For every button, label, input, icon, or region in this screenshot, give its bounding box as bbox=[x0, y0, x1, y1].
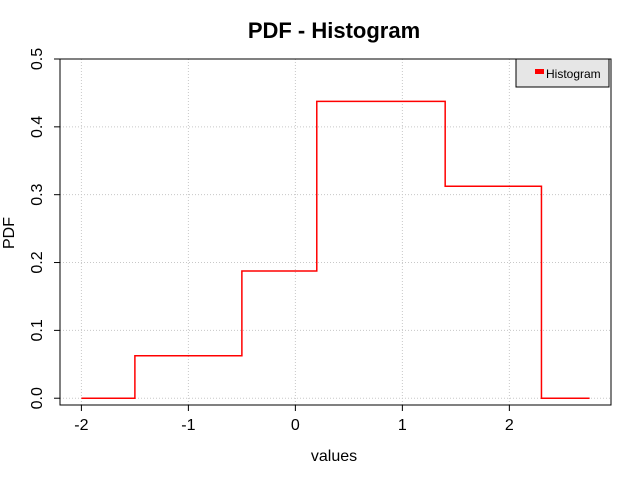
legend-swatch bbox=[535, 69, 544, 74]
y-tick-label: 0.3 bbox=[29, 183, 46, 205]
y-tick-label: 0.4 bbox=[29, 116, 46, 138]
histogram-series-line bbox=[81, 100, 590, 399]
grid bbox=[60, 58, 611, 405]
x-tick-label: 2 bbox=[505, 417, 514, 434]
y-tick-label: 0.5 bbox=[29, 48, 46, 70]
series-layer bbox=[81, 100, 590, 399]
y-axis-label: PDF bbox=[1, 217, 18, 249]
legend-label: Histogram bbox=[546, 67, 601, 81]
x-tick-label: 0 bbox=[291, 417, 300, 434]
chart-title: PDF - Histogram bbox=[248, 18, 420, 43]
x-tick-label: -1 bbox=[181, 417, 195, 434]
plot-frame bbox=[59, 58, 612, 406]
y-tick-label: 0.2 bbox=[29, 251, 46, 273]
x-tick-label: 1 bbox=[398, 417, 407, 434]
y-axis: 0.0 0.1 0.2 0.3 0.4 0.5 bbox=[29, 48, 60, 409]
y-tick-label: 0.0 bbox=[29, 387, 46, 409]
x-axis-label: values bbox=[311, 448, 357, 465]
legend: Histogram bbox=[515, 58, 610, 88]
legend-box bbox=[515, 58, 610, 88]
y-tick-label: 0.1 bbox=[29, 319, 46, 341]
x-tick-label: -2 bbox=[74, 417, 88, 434]
x-axis: -2 -1 0 1 2 bbox=[74, 405, 514, 434]
